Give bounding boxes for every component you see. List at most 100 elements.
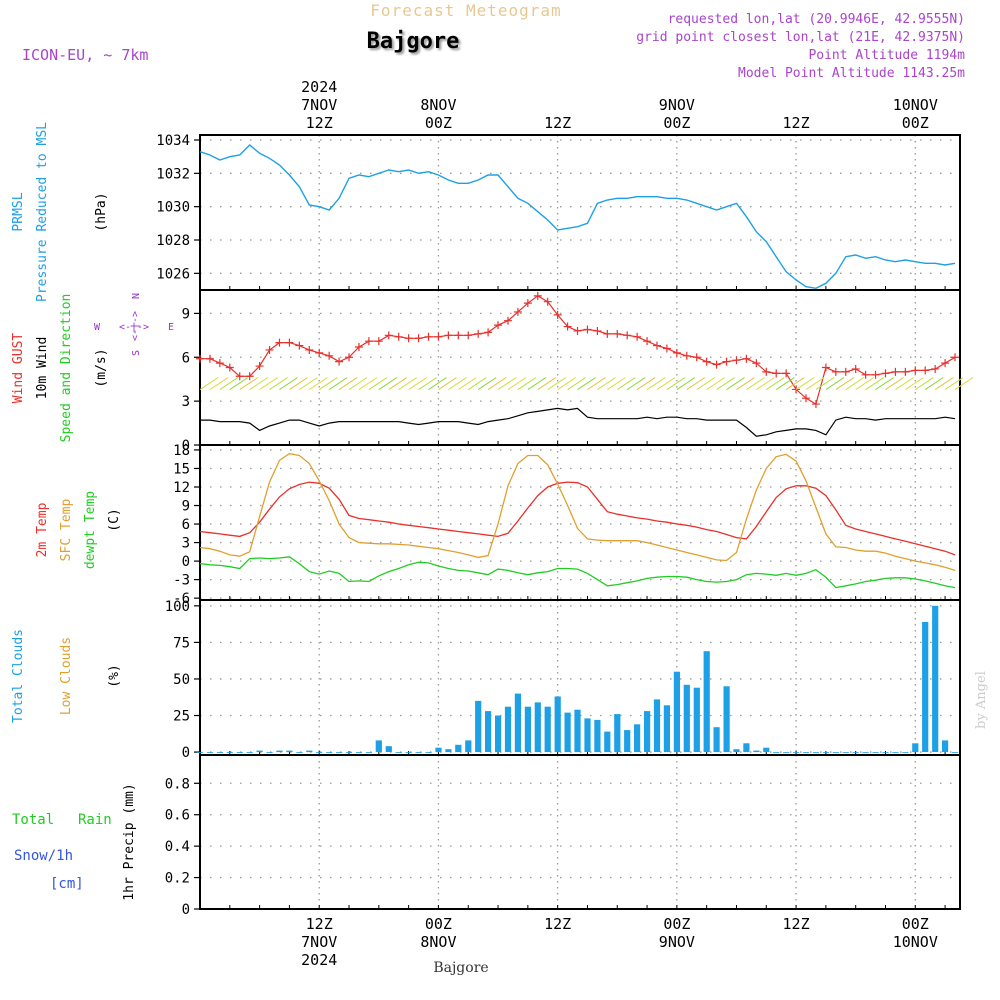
wind-gust-point xyxy=(255,362,264,371)
cloud-bar xyxy=(206,752,214,753)
wind-direction-arrow xyxy=(358,377,378,391)
wind-gust-point xyxy=(772,369,781,378)
cloud-bar xyxy=(693,687,700,752)
y-tick-label: 75 xyxy=(173,635,190,651)
wind-direction-arrow xyxy=(388,377,408,391)
wind-gust-point xyxy=(931,364,940,373)
cloud-bar xyxy=(624,730,631,752)
y-tick-label: 1026 xyxy=(156,266,190,282)
cloud-bar xyxy=(296,752,303,753)
wind-gust-point xyxy=(921,366,930,375)
wind-direction-arrow xyxy=(756,377,775,391)
wind-direction-arrow xyxy=(458,377,477,391)
wind-gust-point xyxy=(633,332,642,341)
wind-direction-arrow xyxy=(209,377,229,391)
wind-speed-line xyxy=(200,407,956,437)
cloud-bar xyxy=(653,699,661,752)
cloud-bar xyxy=(524,706,531,752)
wind-direction-arrow xyxy=(229,377,249,391)
total-clouds-label: Total Clouds xyxy=(11,629,26,723)
cloud-bar xyxy=(584,718,591,752)
wind-gust-point xyxy=(354,343,363,352)
wind-gust-point xyxy=(196,354,204,363)
wind-dir-label: Speed and Direction xyxy=(59,294,74,443)
wind-gust-point xyxy=(394,332,403,341)
y-tick-label: 0 xyxy=(182,902,190,918)
t2m-label: 2m Temp xyxy=(35,502,50,557)
compass-n: N xyxy=(131,293,142,299)
grid-point-coords: grid point closest lon,lat (21E, 42.9375… xyxy=(636,30,965,45)
wind-direction-arrow xyxy=(517,377,537,391)
y-tick-label: 1032 xyxy=(156,166,190,182)
precip-label: 1hr Precip (mm) xyxy=(122,783,137,900)
time-label-bottom: 10NOV xyxy=(893,933,938,951)
wind-gust-point xyxy=(523,299,532,308)
cloud-bar xyxy=(226,752,233,753)
cloud-bar xyxy=(236,752,243,753)
model-altitude: Model Point Altitude 1143.25m xyxy=(738,66,965,81)
wind-direction-arrow xyxy=(507,377,527,391)
cloud-bar xyxy=(415,752,422,753)
cloud-bar xyxy=(832,752,839,753)
wind-gust-point xyxy=(573,326,582,335)
wind-direction-arrow xyxy=(547,377,566,391)
time-label-bottom: 2024 xyxy=(301,951,337,969)
wind-direction-arrow xyxy=(716,377,735,391)
y-tick-label: 0 xyxy=(182,554,190,570)
wind-direction-arrow xyxy=(368,377,388,391)
wind-gust-point xyxy=(325,351,334,360)
y-tick-label: 100 xyxy=(165,599,190,615)
cloud-bar xyxy=(365,752,372,753)
cloud-bar xyxy=(574,709,581,753)
wind-gust-point xyxy=(821,363,830,372)
wind-gust-point xyxy=(533,291,542,300)
wind-direction-arrow xyxy=(706,377,725,391)
wind-direction-arrow xyxy=(408,377,427,391)
time-label-bottom: 00Z xyxy=(902,915,929,933)
cloud-bar xyxy=(892,752,899,753)
wind-direction-arrow xyxy=(815,377,835,391)
wind-gust-point xyxy=(235,372,244,381)
wind-gust-point xyxy=(692,353,701,362)
wind-gust-point xyxy=(225,363,234,372)
wind-direction-arrow xyxy=(775,377,795,391)
wind-direction-arrow xyxy=(487,377,507,391)
time-label-top: 7NOV xyxy=(301,96,337,114)
precip-snow-unit: [cm] xyxy=(50,876,84,892)
wind-gust-point xyxy=(285,338,294,347)
wind-direction-arrow xyxy=(279,377,298,391)
cloud-bar xyxy=(425,752,432,753)
cloud-bar xyxy=(822,752,829,753)
wind-gust-point xyxy=(702,357,711,366)
cloud-bar xyxy=(842,752,849,753)
wind-direction-arrow xyxy=(239,377,259,391)
wind-gust-point xyxy=(215,359,224,368)
cloud-bar xyxy=(495,715,502,753)
wind-direction-arrow xyxy=(656,377,676,391)
wind-gust-point xyxy=(782,369,791,378)
wind-direction-arrow xyxy=(597,377,616,391)
wind-direction-arrow xyxy=(765,377,785,391)
wind-gust-point xyxy=(652,341,661,350)
wind-gust-point xyxy=(861,370,870,379)
wind-direction-arrow xyxy=(626,377,646,391)
cloud-bar xyxy=(743,743,750,753)
wind-direction-arrow xyxy=(944,377,964,391)
temp-series-line xyxy=(199,452,956,572)
wind-direction-arrow xyxy=(269,377,288,391)
wind-gust-point xyxy=(404,334,413,343)
y-tick-label: 0 xyxy=(182,745,190,761)
cloud-bar xyxy=(286,750,293,753)
cloud-bar xyxy=(544,706,551,752)
cloud-bar xyxy=(763,747,770,753)
panel-frame xyxy=(199,134,961,291)
wind-gust-point xyxy=(623,331,632,340)
cloud-bar xyxy=(345,752,353,753)
temp-series-line xyxy=(199,556,956,589)
wind-direction-arrow xyxy=(477,377,497,391)
cloud-bar xyxy=(514,693,521,753)
wind-gust-point xyxy=(345,353,354,362)
cloud-bar xyxy=(673,671,680,753)
wind-direction-arrow xyxy=(646,377,666,391)
wind-direction-arrow xyxy=(924,377,944,391)
